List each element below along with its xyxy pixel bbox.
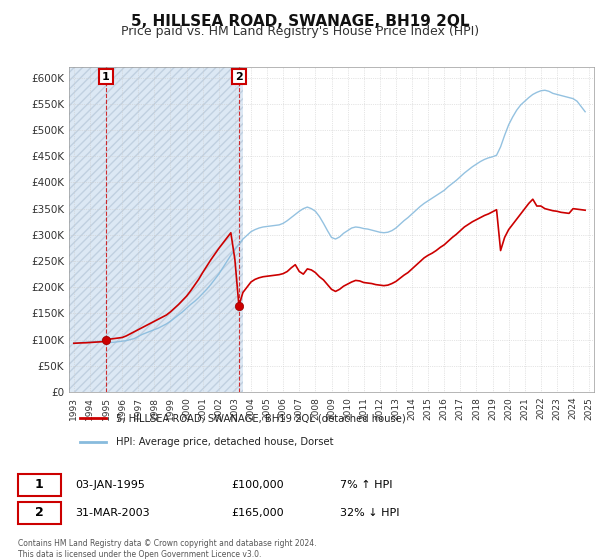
Text: Contains HM Land Registry data © Crown copyright and database right 2024.
This d: Contains HM Land Registry data © Crown c… bbox=[18, 539, 317, 559]
Text: 03-JAN-1995: 03-JAN-1995 bbox=[76, 480, 145, 490]
Text: £165,000: £165,000 bbox=[231, 507, 284, 517]
Text: 5, HILLSEA ROAD, SWANAGE, BH19 2QL: 5, HILLSEA ROAD, SWANAGE, BH19 2QL bbox=[131, 14, 469, 29]
FancyBboxPatch shape bbox=[18, 474, 61, 496]
Text: 2: 2 bbox=[35, 506, 43, 519]
Text: 1: 1 bbox=[35, 478, 43, 492]
Text: 7% ↑ HPI: 7% ↑ HPI bbox=[340, 480, 393, 490]
Text: HPI: Average price, detached house, Dorset: HPI: Average price, detached house, Dors… bbox=[116, 436, 334, 446]
FancyBboxPatch shape bbox=[18, 502, 61, 524]
Text: 1: 1 bbox=[102, 72, 110, 82]
Text: 31-MAR-2003: 31-MAR-2003 bbox=[76, 507, 150, 517]
Text: £100,000: £100,000 bbox=[231, 480, 284, 490]
Text: 32% ↓ HPI: 32% ↓ HPI bbox=[340, 507, 400, 517]
Text: Price paid vs. HM Land Registry's House Price Index (HPI): Price paid vs. HM Land Registry's House … bbox=[121, 25, 479, 38]
Text: 5, HILLSEA ROAD, SWANAGE, BH19 2QL (detached house): 5, HILLSEA ROAD, SWANAGE, BH19 2QL (deta… bbox=[116, 413, 406, 423]
Text: 2: 2 bbox=[235, 72, 243, 82]
